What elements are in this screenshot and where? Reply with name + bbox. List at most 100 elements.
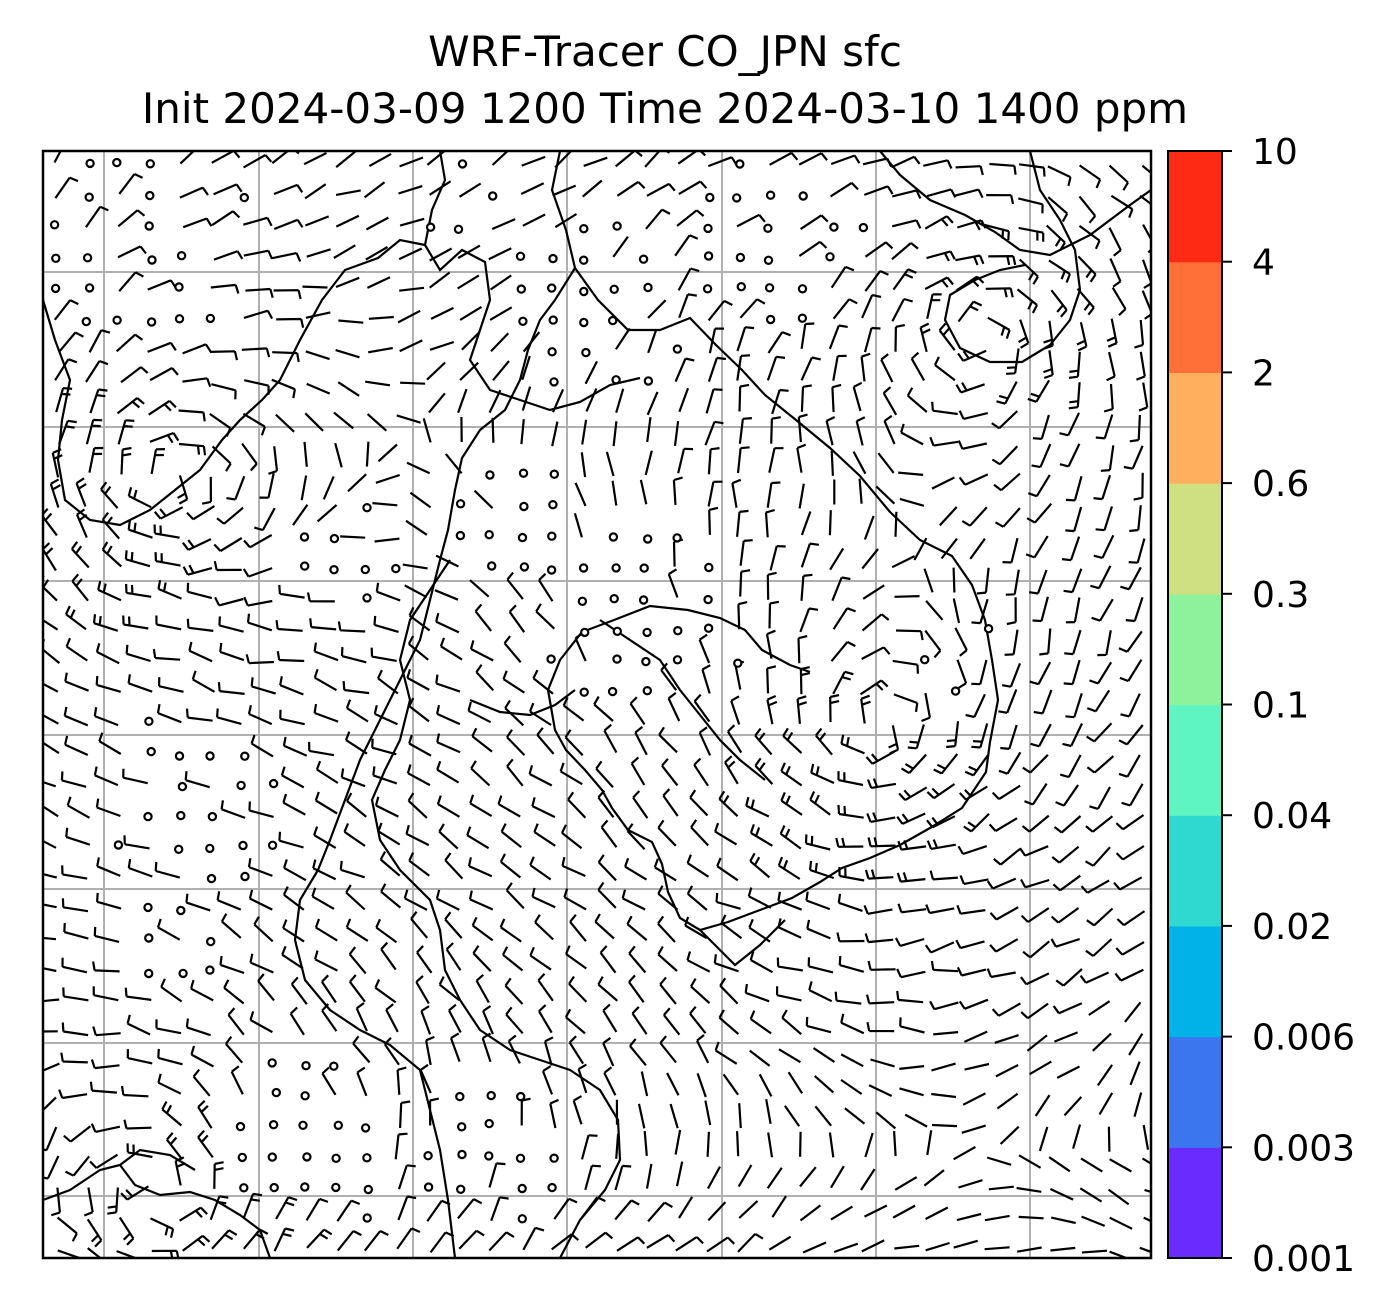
wind-barb [98, 732, 122, 755]
calm-circle [453, 224, 464, 234]
wind-barb [738, 1200, 759, 1219]
wind-barb [559, 762, 583, 786]
wind-barb [961, 506, 988, 527]
wind-barb [415, 975, 430, 1005]
calm-circle [673, 626, 683, 636]
wind-barb [209, 412, 232, 437]
calm-circle [608, 315, 618, 326]
wind-barb [335, 214, 360, 228]
wind-barb [422, 418, 432, 443]
wind-barb [275, 1196, 298, 1220]
calm-circle [829, 222, 839, 232]
wind-barb [336, 1230, 362, 1252]
wind-barb [1141, 1157, 1151, 1165]
wind-barb [895, 629, 924, 641]
wind-barb [101, 511, 121, 540]
calm-circle [484, 1118, 494, 1129]
wind-barb [436, 795, 461, 818]
wind-barb [86, 1218, 103, 1248]
wind-barb [272, 351, 300, 363]
wind-barb [828, 1132, 835, 1158]
wind-barb [952, 598, 961, 624]
wind-barb [58, 331, 84, 353]
wind-barb [567, 791, 587, 819]
wind-barb [522, 213, 546, 227]
calm-circle [638, 595, 649, 605]
wind-barb [1076, 287, 1095, 316]
wind-barb [223, 979, 245, 1005]
wind-barb [923, 1169, 945, 1187]
wind-barb [279, 676, 304, 696]
wind-barb [538, 1004, 553, 1034]
wind-barb [397, 1195, 417, 1221]
calm-circle [519, 562, 530, 572]
wind-barb [722, 1073, 739, 1096]
wind-barb [1116, 910, 1146, 927]
wind-barb [955, 275, 985, 292]
wind-barb [1080, 1157, 1103, 1173]
calm-circle [611, 563, 621, 573]
wind-barb [279, 709, 305, 726]
wind-barb [930, 960, 959, 973]
calm-circle [549, 469, 560, 479]
wind-barb [644, 450, 653, 476]
wind-barb [182, 564, 213, 576]
wind-barb [528, 702, 552, 726]
wind-barb [1139, 1246, 1151, 1254]
wind-barb [933, 1031, 959, 1036]
wind-barb [1020, 878, 1050, 889]
wind-barb [428, 392, 446, 414]
wind-barb [989, 938, 1019, 953]
wind-barb [322, 475, 335, 500]
colorbar: 0.001 0.003 0.006 0.02 0.04 0.1 0.3 0.6 2 4 10 [1167, 132, 1355, 1280]
wind-barb [584, 1164, 601, 1191]
wind-barb [333, 411, 354, 430]
wind-barb [931, 1123, 958, 1128]
wind-barb [831, 383, 842, 413]
calm-circle [178, 968, 188, 979]
wind-barb [405, 519, 428, 536]
wind-barb [1086, 755, 1115, 774]
wind-barb [568, 975, 588, 1003]
wind-barb [448, 1003, 462, 1034]
calm-circle [643, 282, 653, 293]
wind-barb [1020, 907, 1050, 923]
wind-barb [1043, 320, 1054, 350]
calm-circle [363, 1184, 373, 1195]
wind-barb [436, 704, 461, 726]
wind-barb [629, 1038, 647, 1066]
wind-barb [913, 537, 928, 561]
wind-barb [1142, 1124, 1150, 1150]
wind-barb [834, 991, 862, 1005]
wind-barb [373, 615, 399, 633]
calm-circle [639, 563, 649, 573]
wind-barb [906, 387, 928, 413]
calm-circle [113, 840, 124, 850]
wind-barb [554, 213, 578, 229]
wind-barb [371, 738, 397, 756]
wind-barb [211, 383, 237, 400]
wind-barb [896, 812, 926, 825]
wind-barb [892, 268, 917, 291]
wind-barb [749, 1010, 772, 1035]
wind-barb [216, 506, 244, 525]
wind-barb [89, 1153, 119, 1169]
wind-barb [87, 1247, 103, 1258]
wind-barb [984, 1246, 1010, 1251]
wind-barb [716, 857, 739, 882]
calm-circle [457, 1122, 467, 1132]
wind-barb [1123, 445, 1144, 470]
wind-barb [85, 359, 109, 383]
wind-barb [812, 1047, 836, 1063]
wind-barb [96, 857, 121, 877]
wind-barb [965, 693, 986, 719]
calm-circle [612, 626, 623, 637]
wind-barb [531, 797, 556, 819]
wind-barb [43, 714, 59, 725]
wind-barb [766, 355, 786, 381]
calm-circle [577, 596, 588, 607]
wind-barb [802, 1241, 827, 1254]
wind-barb [290, 976, 308, 1005]
wind-barb [394, 1132, 408, 1160]
